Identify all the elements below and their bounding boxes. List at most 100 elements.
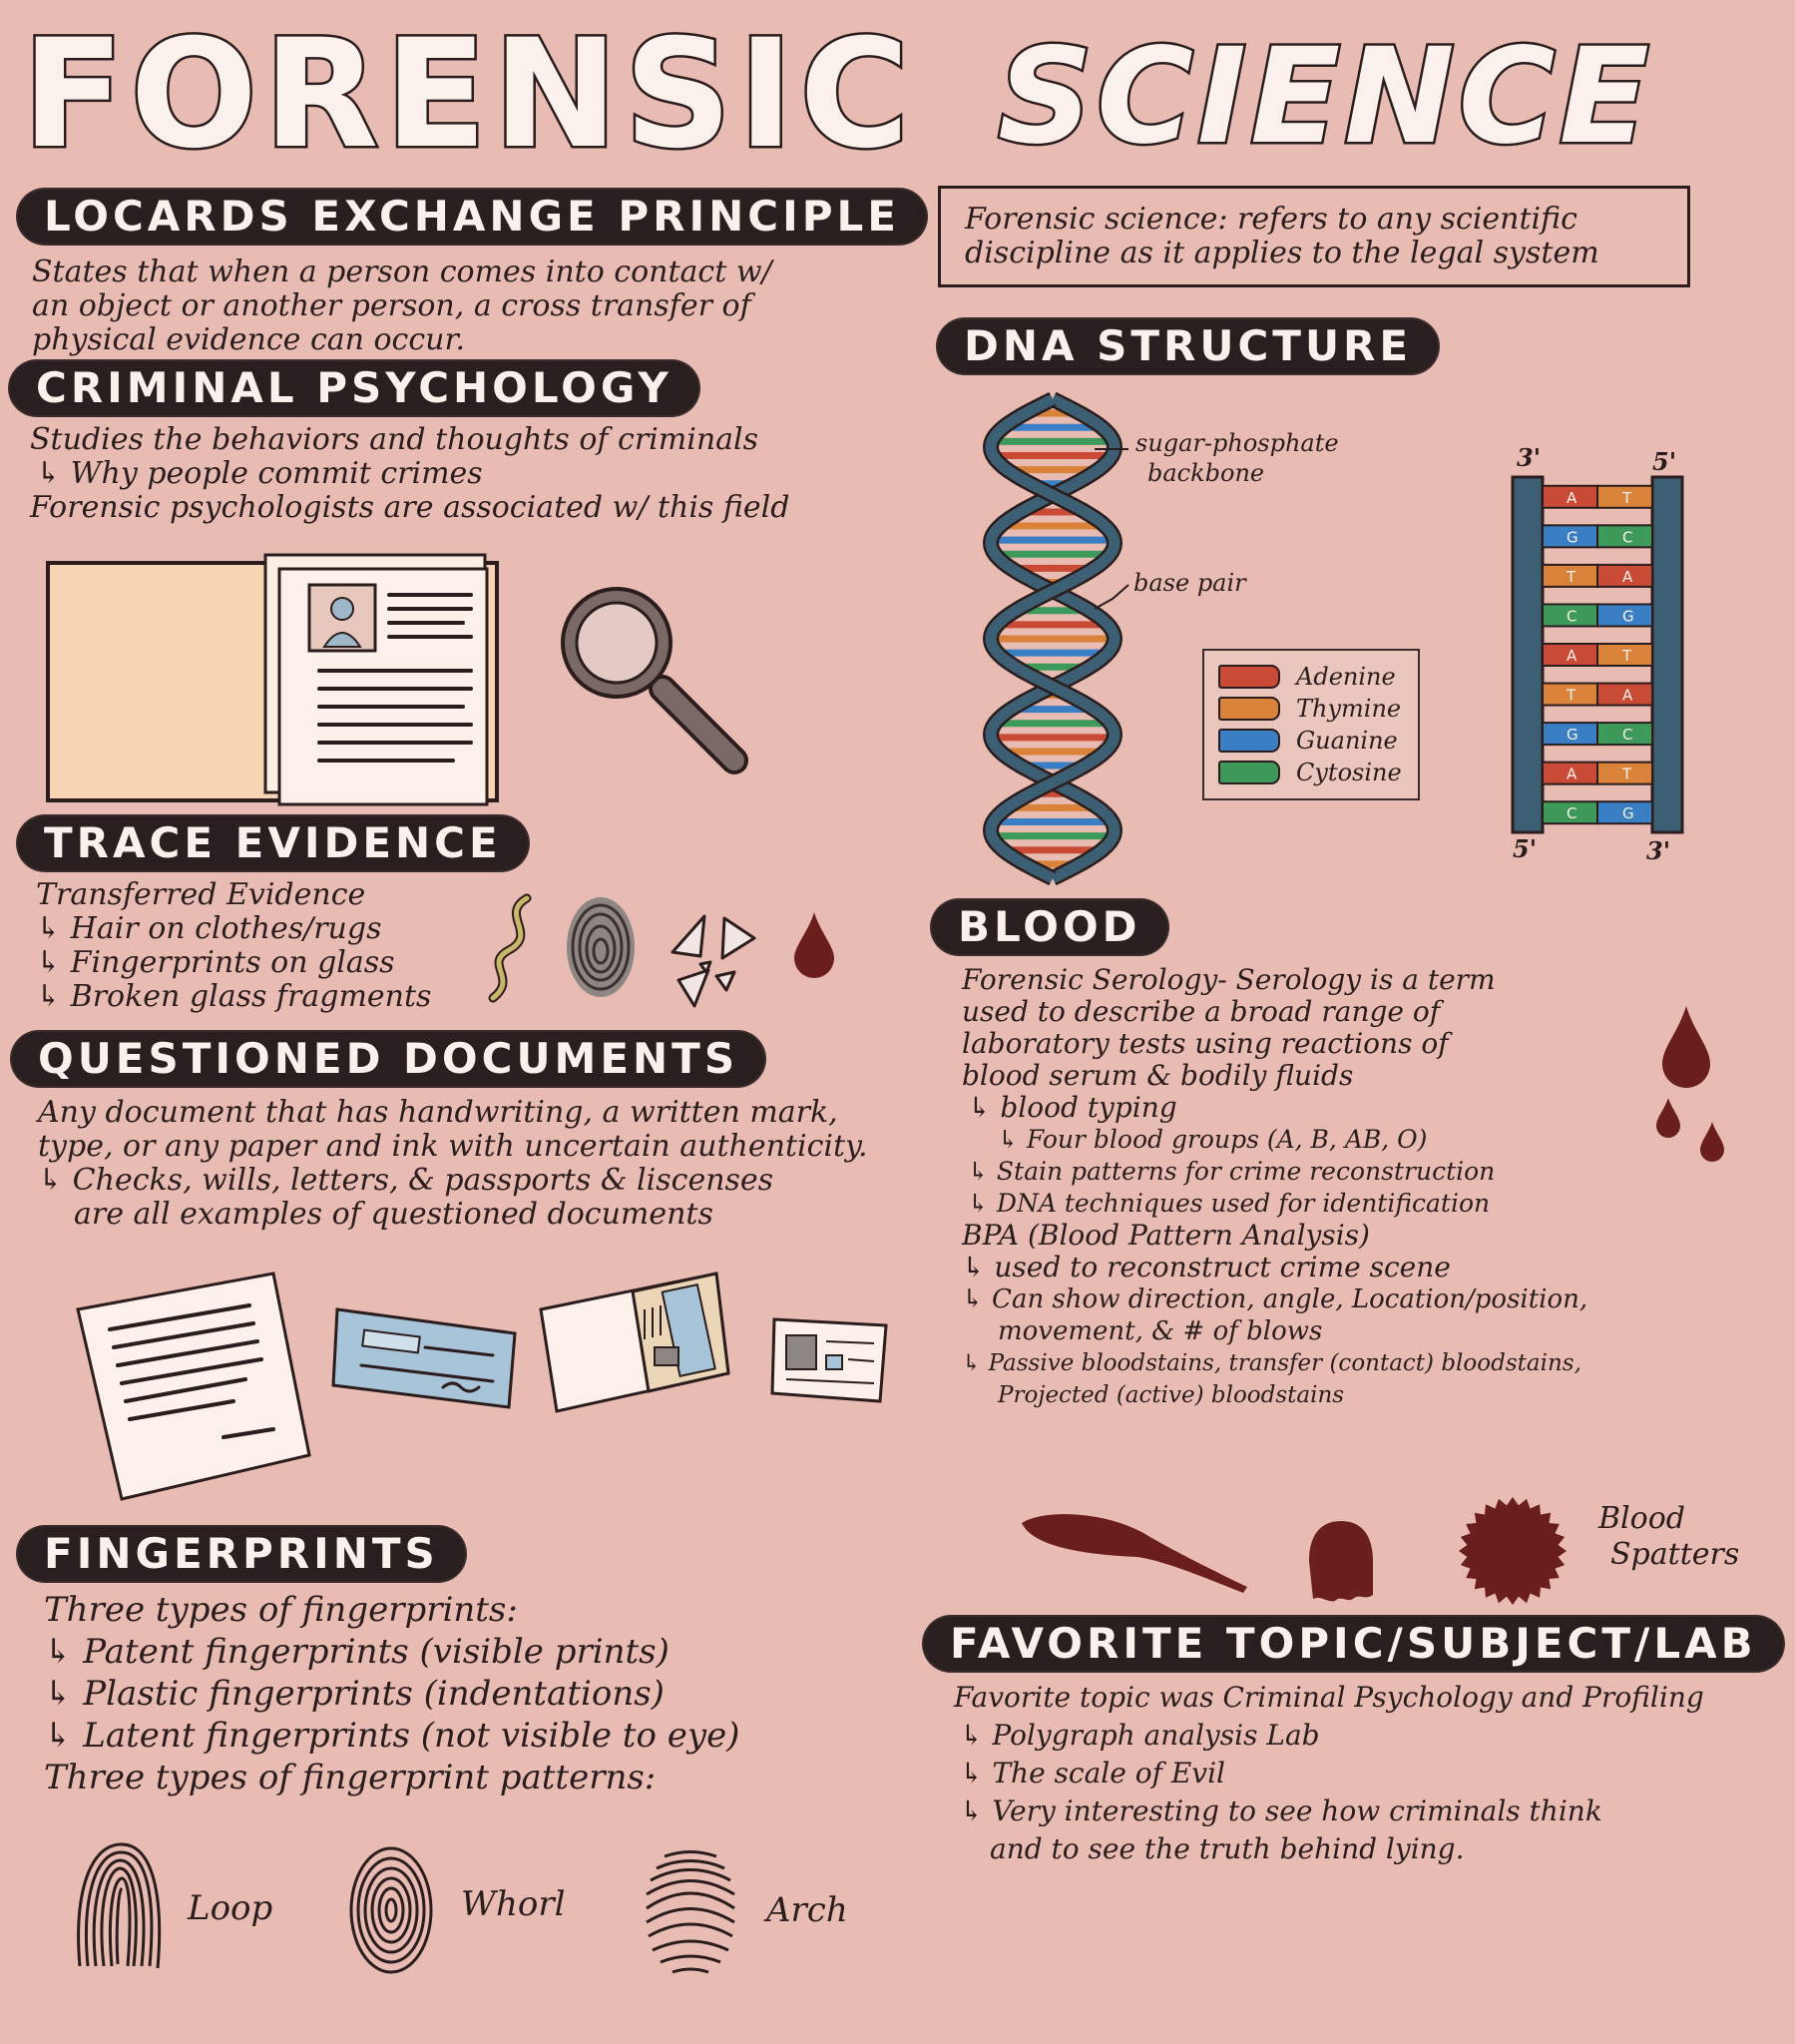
ladder-base-letter: G (1567, 726, 1578, 744)
ladder-base-letter: A (1622, 568, 1633, 586)
heading-questioned-documents: QUESTIONED DOCUMENTS (12, 1032, 765, 1086)
trace-text: Transferred Evidence ↳ Hair on clothes/r… (36, 878, 475, 1014)
ladder-base-letter: C (1567, 607, 1576, 625)
trace-line: Transferred Evidence (36, 877, 366, 912)
blood-line: BPA (Blood Pattern Analysis) (962, 1219, 1370, 1252)
questioned-line: ↳ Checks, wills, letters, & passports & … (38, 1163, 774, 1198)
legend-label: Guanine (1296, 727, 1398, 755)
fingerprints-line: Three types of fingerprints: (44, 1590, 518, 1630)
ladder-base-letter: C (1567, 804, 1576, 822)
backbone-strand-1 (985, 394, 1121, 883)
legend-cytosine: Cytosine (1218, 757, 1404, 788)
ladder-top-right-label: 5' (1652, 447, 1677, 476)
legend-adenine: Adenine (1218, 661, 1404, 693)
ladder-rail-left (1511, 475, 1545, 834)
helix-leader-lines (1094, 448, 1129, 610)
legend-guanine: Guanine (1218, 725, 1404, 757)
heading-blood: BLOOD (932, 900, 1167, 954)
criminal-line: ↳ Why people commit crimes (36, 456, 483, 491)
broken-glass-icon (671, 914, 756, 1008)
locard-line: physical evidence can occur. (32, 322, 466, 357)
label-spatters: Spatters (1610, 1537, 1740, 1572)
trace-line: ↳ Fingerprints on glass (36, 945, 395, 980)
ladder-base-letter: T (1566, 687, 1576, 705)
blood-line: laboratory tests using reactions of (962, 1027, 1449, 1060)
dna-ladder: A TG CT AC GA TT AG CA TC G (1511, 475, 1684, 834)
heading-dna-structure: DNA STRUCTURE (938, 319, 1439, 373)
arch-fingerprint-icon (646, 1850, 735, 1974)
blood-line: ↳ Stain patterns for crime reconstructio… (968, 1157, 1496, 1186)
trace-line: ↳ Hair on clothes/rugs (36, 911, 382, 946)
ladder-base-letter: G (1622, 804, 1634, 822)
fingerprints-text: Three types of fingerprints: ↳ Patent fi… (44, 1589, 922, 1798)
definition-line: discipline as it applies to the legal sy… (965, 236, 1599, 270)
heading-locard: LOCARDS EXCHANGE PRINCIPLE (18, 190, 926, 244)
ladder-base-letter: T (1621, 647, 1632, 665)
passport-document-icon (539, 1272, 730, 1413)
drip-spatter-icon (1309, 1521, 1373, 1602)
ladder-bottom-right-label: 3' (1646, 836, 1671, 865)
criminal-line: Studies the behaviors and thoughts of cr… (30, 422, 759, 457)
questioned-line: are all examples of questioned documents (74, 1197, 713, 1232)
ladder-base-letter: T (1621, 766, 1632, 783)
ladder-base-letter: A (1567, 647, 1577, 665)
legend-label: Adenine (1296, 663, 1396, 691)
heading-trace-evidence: TRACE EVIDENCE (18, 816, 528, 870)
questioned-line: type, or any paper and ink with uncertai… (38, 1129, 868, 1164)
blood-line: ↳ Four blood groups (A, B, AB, O) (998, 1125, 1428, 1154)
ladder-base-letter: T (1566, 568, 1576, 586)
label-backbone: backbone (1147, 459, 1265, 487)
blood-line: blood serum & bodily fluids (962, 1059, 1354, 1092)
label-blood: Blood (1598, 1501, 1685, 1536)
fingerprints-line: ↳ Plastic fingerprints (indentations) (44, 1674, 665, 1714)
magnifying-glass-icon (561, 587, 748, 774)
fingerprint-smudge-icon (567, 897, 635, 997)
ladder-base-letter: A (1622, 687, 1633, 705)
questioned-text: Any document that has handwriting, a wri… (38, 1096, 956, 1232)
locard-line: States that when a person comes into con… (32, 255, 772, 289)
round-spatter-icon (1459, 1497, 1567, 1605)
cytosine-swatch (1218, 761, 1280, 784)
blood-line: ↳ DNA techniques used for identification (968, 1189, 1491, 1218)
locard-text: States that when a person comes into con… (32, 256, 880, 357)
heading-criminal-psychology: CRIMINAL PSYCHOLOGY (10, 361, 698, 415)
ladder-base-letter: G (1622, 607, 1634, 625)
backbone-strand-2 (985, 394, 1121, 883)
locard-line: an object or another person, a cross tra… (32, 288, 751, 323)
thymine-swatch (1218, 697, 1280, 721)
legend-label: Thymine (1296, 695, 1402, 723)
splat-shape (1459, 1497, 1567, 1605)
elongated-spatter-icon (1022, 1514, 1247, 1593)
favorite-text: Favorite topic was Criminal Psychology a… (954, 1679, 1772, 1868)
title-science: SCIENCE (996, 18, 1653, 177)
criminal-text: Studies the behaviors and thoughts of cr… (30, 423, 908, 525)
ladder-base-letter: T (1621, 489, 1632, 507)
blood-line: ↳ blood typing (968, 1091, 1177, 1124)
hair-icon (488, 893, 532, 1003)
legend-thymine: Thymine (1218, 693, 1404, 725)
label-sugar-phosphate: sugar-phosphate (1135, 429, 1339, 457)
id-card-icon (770, 1317, 888, 1403)
blood-drop-icon (794, 912, 834, 978)
blood-line: Forensic Serology- Serology is a term (962, 963, 1496, 996)
ladder-base-letter: C (1622, 528, 1632, 546)
favorite-line: ↳ Polygraph analysis Lab (960, 1719, 1320, 1752)
ladder-bottom-left-label: 5' (1513, 834, 1538, 863)
whorl-fingerprint-icon (349, 1846, 433, 1974)
favorite-line: Favorite topic was Criminal Psychology a… (954, 1681, 1704, 1714)
criminal-line: Forensic psychologists are associated w/… (30, 490, 790, 525)
ladder-base-letter: A (1567, 766, 1577, 783)
heading-favorite-topic: FAVORITE TOPIC/SUBJECT/LAB (924, 1617, 1783, 1671)
ladder-rail-right (1650, 475, 1684, 834)
favorite-line: ↳ Very interesting to see how criminals … (960, 1794, 1602, 1827)
pattern-label-whorl: Whorl (461, 1884, 566, 1924)
ladder-base-letter: A (1567, 489, 1577, 507)
blood-line: ↳ used to reconstruct crime scene (962, 1251, 1451, 1283)
blood-line: ↳ Can show direction, angle, Location/po… (962, 1284, 1588, 1314)
